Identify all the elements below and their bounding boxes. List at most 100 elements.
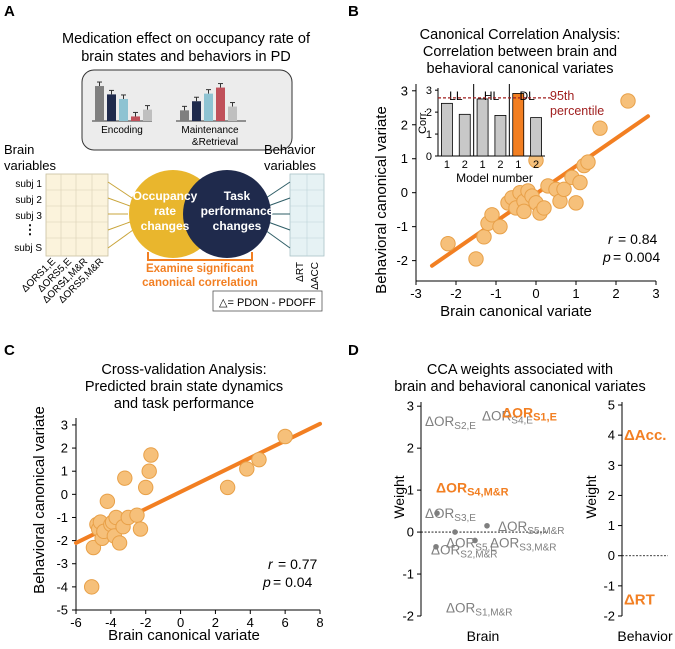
encoding-bar-3 <box>119 98 128 121</box>
examine-bracket <box>147 252 253 261</box>
panel-b-point <box>580 154 596 170</box>
panel-d-behavior-label: ΔAcc. <box>624 427 666 444</box>
maintenance-bar-5 <box>228 106 237 121</box>
maintenance-label: Maintenance <box>181 125 239 136</box>
task-label-line3: changes <box>213 219 262 233</box>
occupancy-label-line1: Occupancy <box>133 189 198 203</box>
brain-variables-label-line2: variables <box>4 158 57 173</box>
brain-matrix-gridlines <box>46 174 108 256</box>
inset-bar <box>458 113 471 157</box>
subject-label-1: subj 1 <box>15 179 42 190</box>
panel-c-x-tick-label: 4 <box>247 615 254 630</box>
panel-c-p-symbol: p <box>262 574 271 590</box>
panel-b-point <box>536 200 552 216</box>
panel-b-xlabel: Brain canonical variate <box>440 303 592 320</box>
panel-c-p-value: = 0.04 <box>273 574 313 590</box>
inset-bar <box>476 98 489 157</box>
panel-b-p-value: = 0.004 <box>613 249 660 265</box>
panel-c-point <box>277 428 293 445</box>
panel-d-behavior-xlabel: Behavior <box>617 628 673 644</box>
panel-c-point <box>117 470 133 486</box>
panel-d-brain-y-tick-label: 3 <box>407 399 414 414</box>
inset-x-tick-label: 1 <box>480 159 486 171</box>
panel-c-y-tick-label: 2 <box>61 441 68 456</box>
panel-d-behavior-label: ΔRT <box>624 591 655 608</box>
encoding-bar-5 <box>143 109 152 121</box>
panel-d-points <box>433 510 490 550</box>
panel-c-x-tick-label: -4 <box>105 615 117 630</box>
panel-c-x-tick-label: 8 <box>316 615 323 630</box>
panel-d-behavior-y-tick-label: 0 <box>608 548 615 563</box>
panel-b-point <box>556 181 572 197</box>
panel-d-label-s3-e: ΔORS3,E <box>425 506 476 524</box>
panel-d-title-line2: brain and behavioral canonical variates <box>394 379 646 395</box>
panel-b-point <box>620 93 636 109</box>
inset-x-tick-label: 2 <box>497 159 503 171</box>
behavior-col-rt: ΔRT <box>295 262 306 282</box>
panel-d-weight-point <box>452 529 458 535</box>
panel-c-y-tick-label: 1 <box>61 464 68 479</box>
encoding-bar-1 <box>95 86 104 121</box>
panel-d-behavior-y-tick-label: 1 <box>608 518 615 533</box>
examine-label-line2: canonical correlation <box>142 277 258 289</box>
panel-c-y-tick-label: -1 <box>56 510 68 525</box>
panel-b-ylabel: Behavioral canonical variate <box>373 106 390 294</box>
brain-col-dots: ⋯ <box>58 274 70 288</box>
panel-c-points <box>83 428 293 595</box>
encoding-bar-2 <box>107 94 116 121</box>
panel-d-brain-y-tick-label: -2 <box>402 609 414 624</box>
subject-label-3: subj 3 <box>15 211 42 222</box>
inset-bar <box>494 115 507 157</box>
occupancy-label-line2: rate <box>154 204 176 218</box>
inset-x-tick-label: 1 <box>444 159 450 171</box>
maintenance-bar-1 <box>180 110 189 121</box>
panel-d-letter: D <box>348 342 359 359</box>
examine-label-line1: Examine significant <box>146 263 254 275</box>
panel-c-title-line3: and task performance <box>114 396 254 412</box>
panel-a-letter: A <box>4 3 15 20</box>
panel-b-point <box>572 174 588 191</box>
panel-c-point <box>132 521 149 537</box>
panel-c-point <box>219 479 236 496</box>
panel-b-y-tick-label: 3 <box>401 83 408 98</box>
inset-threshold-label-line1: 95th <box>550 89 574 103</box>
behavior-variables-label-line1: Behavior <box>264 142 316 157</box>
panel-b-x-tick-label: -1 <box>490 286 502 301</box>
panel-b-y-tick-label: 2 <box>401 117 408 132</box>
panel-d-brain-y-tick-label: 1 <box>407 483 414 498</box>
brain-matrix <box>45 173 109 257</box>
panel-b-points <box>440 93 636 267</box>
panel-d-behavior-y-tick-label: -2 <box>603 609 615 624</box>
panel-c-x-tick-label: 0 <box>177 615 184 630</box>
panel-b-point <box>484 207 500 223</box>
panel-d-brain-ylabel: Weight <box>391 475 407 518</box>
maintenance-bar-4 <box>216 87 225 121</box>
panel-b-letter: B <box>348 3 359 20</box>
panel-d-title-line1: CCA weights associated with <box>427 362 613 378</box>
encoding-label: Encoding <box>101 125 143 136</box>
panel-b-p-symbol: p <box>602 249 611 265</box>
inset-y-tick-label: 3 <box>426 85 432 97</box>
panel-c-axes: -6 -4 -2 0 2 4 6 8 -5 -4 -3 -2 -1 0 1 2 3 <box>56 417 323 630</box>
panel-b-x-tick-label: -2 <box>450 286 462 301</box>
panel-d-axes: -2 -1 0 1 2 3 -2 -1 0 1 2 3 4 5 <box>402 398 668 624</box>
inset-x-tick-label: 2 <box>462 159 468 171</box>
panel-d-label-s2-m-r: ΔORS2,M&R <box>431 542 498 560</box>
panel-b-y-tick-label: 0 <box>401 185 408 200</box>
panel-c-y-tick-label: 3 <box>61 417 68 432</box>
bar-inset-box <box>81 69 293 151</box>
panel-d-brain-xlabel: Brain <box>467 628 500 644</box>
delta-legend: △= PDON - PDOFF <box>219 297 316 309</box>
panel-c-point <box>138 479 154 496</box>
panel-c-point <box>251 451 267 468</box>
inset-group-label-hl: HL <box>484 89 500 103</box>
panel-c-r-value: = 0.77 <box>278 556 318 572</box>
subject-label-s: subj S <box>14 243 42 254</box>
brain-variables-label-line1: Brain <box>4 142 34 157</box>
panel-b-point <box>516 203 532 220</box>
panel-d-label-s4-m-r: ΔORS4,M&R <box>436 480 509 499</box>
panel-b-point <box>592 120 608 136</box>
panel-b-title-line1: Canonical Correlation Analysis: <box>420 27 621 43</box>
